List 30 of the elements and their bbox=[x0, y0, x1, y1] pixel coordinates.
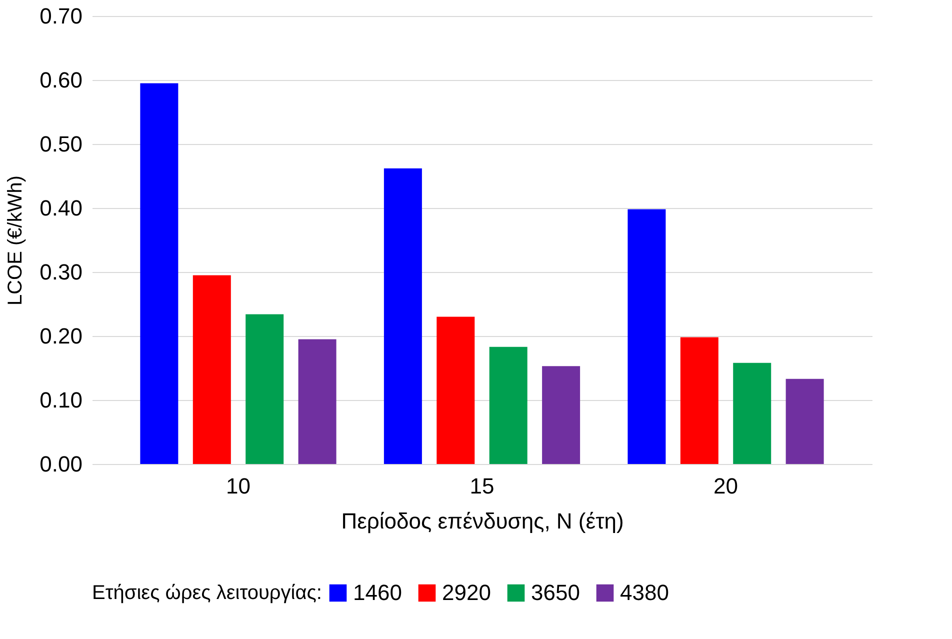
y-tick-label: 0.30 bbox=[40, 260, 82, 284]
legend-label: 2920 bbox=[442, 580, 491, 605]
legend-label: 1460 bbox=[353, 580, 402, 605]
bar bbox=[733, 362, 772, 464]
legend-label: 4380 bbox=[620, 580, 669, 605]
bar bbox=[542, 366, 580, 464]
bar bbox=[246, 314, 284, 464]
bar bbox=[298, 339, 336, 464]
y-tick-label: 0.00 bbox=[40, 452, 82, 476]
bar bbox=[140, 83, 178, 464]
y-tick-label: 0.40 bbox=[40, 196, 82, 220]
bar bbox=[192, 275, 231, 464]
y-tick-label: 0.70 bbox=[40, 4, 82, 28]
legend-title: Ετήσιες ώρες λειτουργίας: bbox=[92, 582, 322, 604]
bar bbox=[489, 346, 528, 464]
bar bbox=[786, 378, 824, 464]
y-tick-label: 0.50 bbox=[40, 132, 82, 156]
bar bbox=[384, 168, 422, 464]
x-tick-label: 20 bbox=[714, 474, 738, 498]
x-axis-title: Περίοδος επένδυσης, N (έτη) bbox=[341, 508, 624, 534]
bar bbox=[436, 316, 475, 464]
x-tick-label: 10 bbox=[226, 474, 250, 498]
y-tick-label: 0.60 bbox=[40, 68, 82, 92]
bar bbox=[680, 337, 718, 464]
bar bbox=[628, 209, 666, 464]
y-tick-label: 0.10 bbox=[40, 388, 82, 412]
x-tick-label: 15 bbox=[470, 474, 494, 498]
y-axis-title: LCOE (€/kWh) bbox=[4, 175, 27, 306]
legend-label: 3650 bbox=[531, 580, 580, 605]
y-tick-label: 0.20 bbox=[40, 324, 82, 348]
